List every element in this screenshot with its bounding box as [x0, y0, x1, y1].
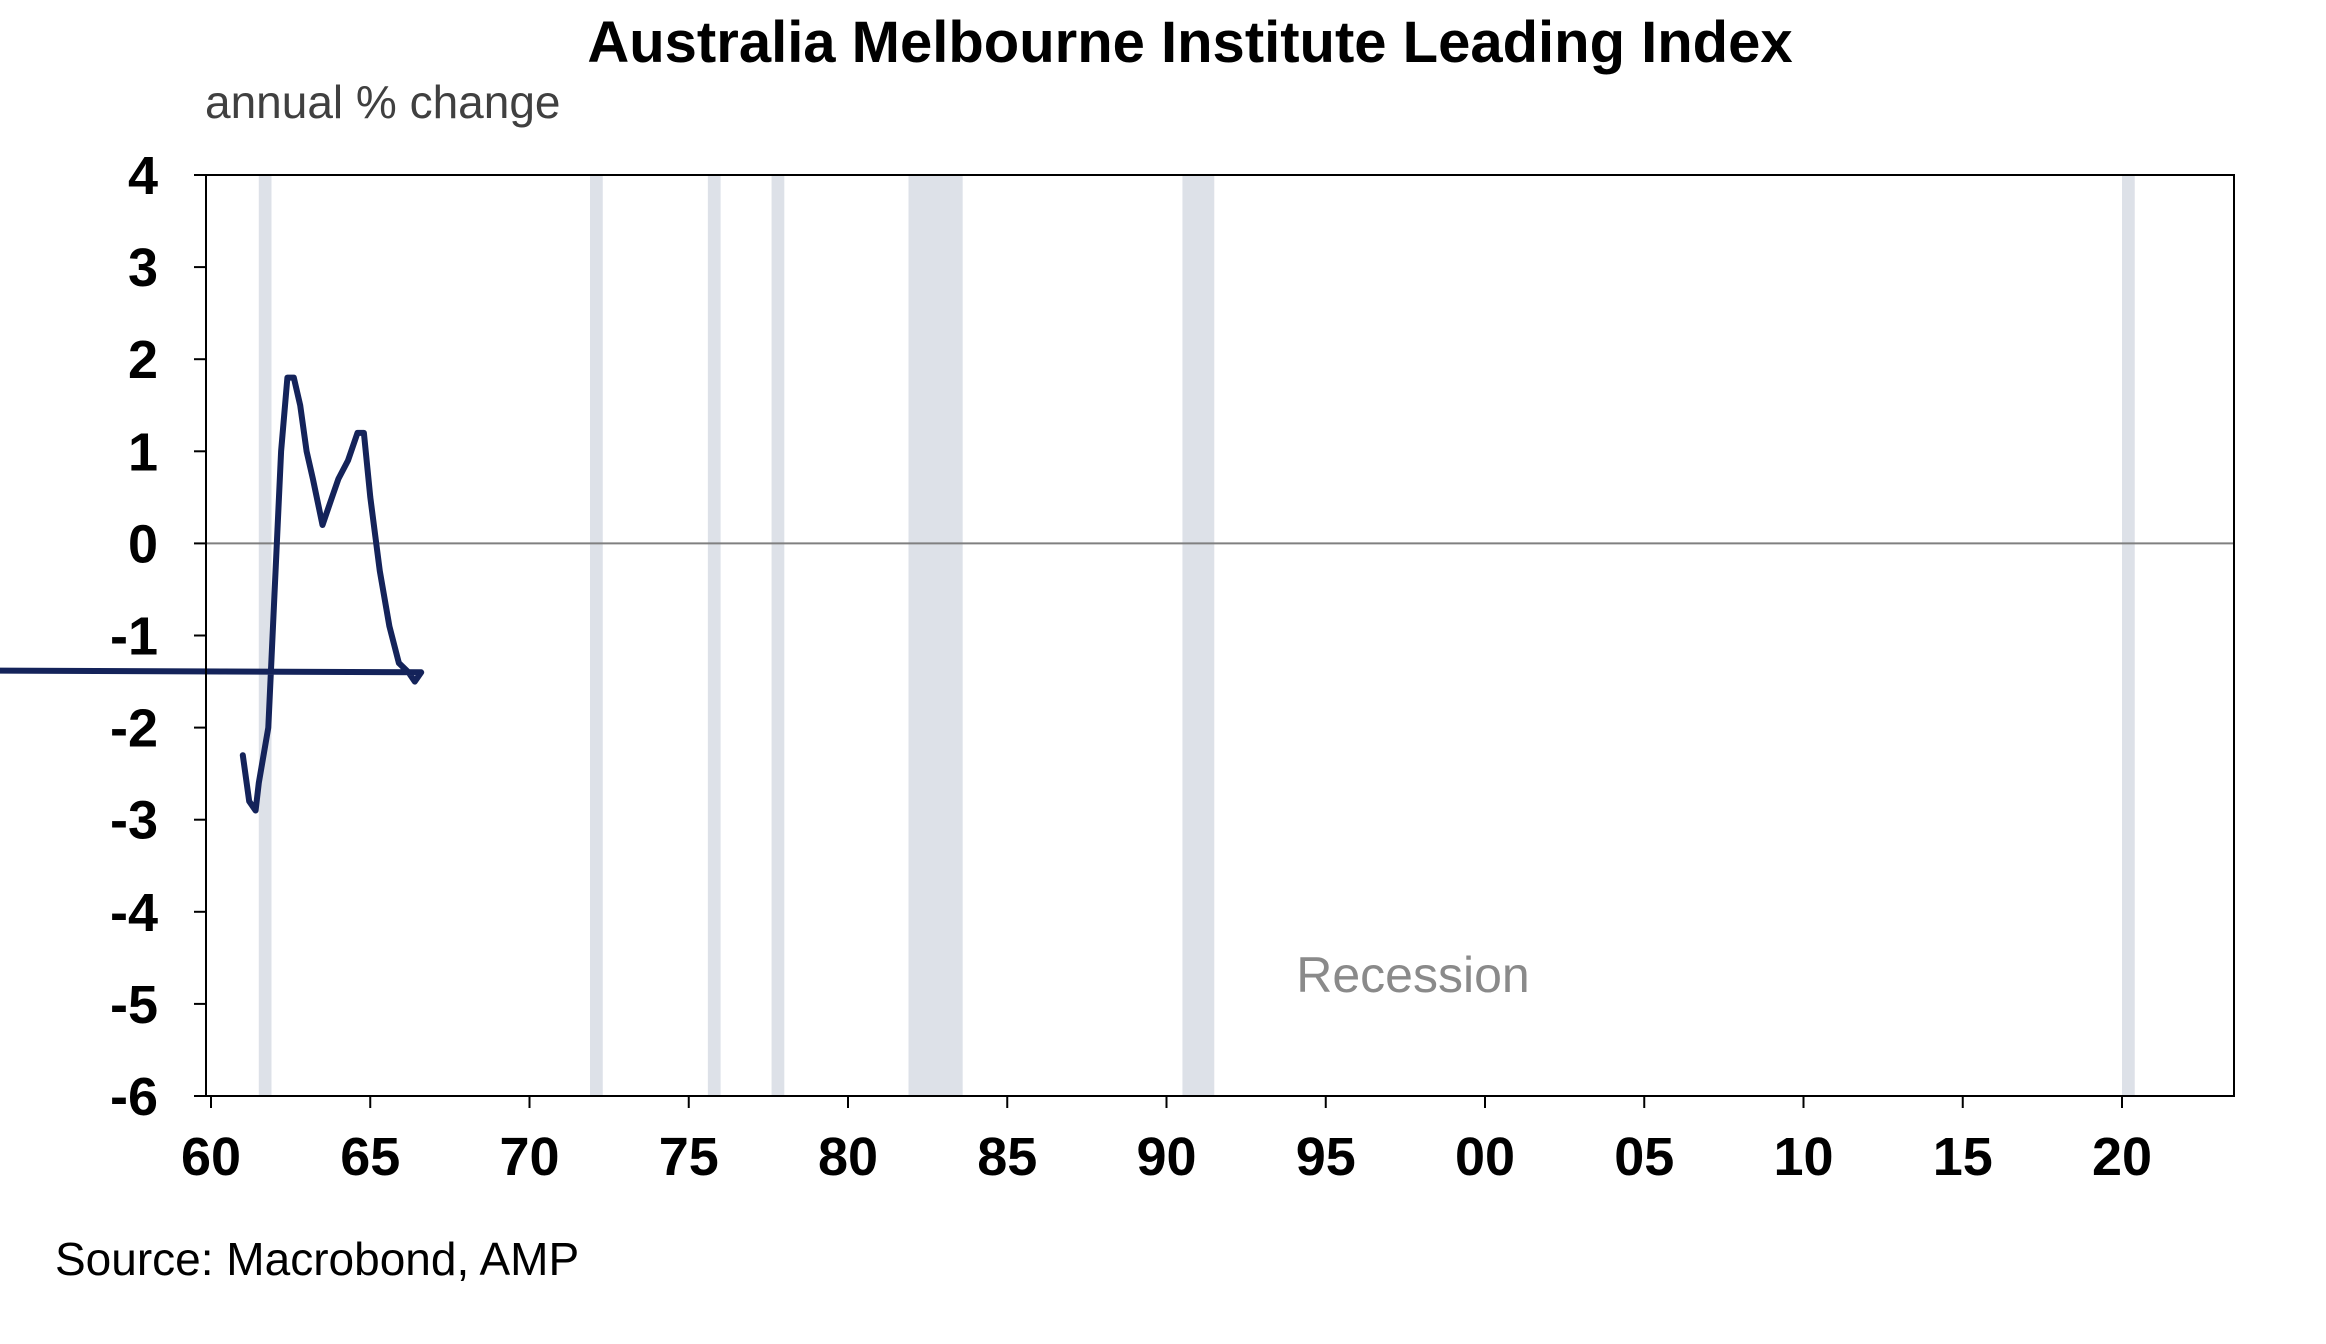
- y-tick-label: 3: [128, 238, 158, 298]
- plot-area-frame: [205, 174, 2235, 1097]
- y-tick-label: -2: [110, 699, 158, 759]
- x-tick-label: 20: [2092, 1127, 2152, 1187]
- x-tick-label: 05: [1614, 1127, 1674, 1187]
- x-tick-label: 65: [340, 1127, 400, 1187]
- x-tick-label: 15: [1933, 1127, 1993, 1187]
- x-tick-label: 95: [1296, 1127, 1356, 1187]
- chart-title: Australia Melbourne Institute Leading In…: [587, 10, 1792, 75]
- y-tick-label: 2: [128, 330, 158, 390]
- y-tick-label: -3: [110, 791, 158, 851]
- recession-band-5: [1182, 175, 1215, 1096]
- y-axis: 4 3 2 1 0 -1 -2 -3 -4 -5 -6: [110, 146, 206, 1127]
- series-group: [0, 374, 425, 814]
- x-axis: 60 65 70 75 80 85 90 95 00 05 10 15 20: [181, 1096, 2152, 1187]
- x-tick-label: 75: [659, 1127, 719, 1187]
- series-line-0: [0, 374, 425, 814]
- recession-bands: [258, 175, 2135, 1096]
- chart-subtitle: annual % change: [205, 76, 561, 128]
- x-tick-label: 00: [1455, 1127, 1515, 1187]
- y-tick-label: 4: [128, 146, 158, 206]
- recession-band-4: [908, 175, 963, 1096]
- recession-band-0: [258, 175, 272, 1096]
- y-tick-label: -4: [110, 883, 158, 943]
- x-tick-label: 70: [499, 1127, 559, 1187]
- recession-band-2: [707, 175, 721, 1096]
- recession-band-1: [590, 175, 603, 1096]
- x-tick-label: 80: [818, 1127, 878, 1187]
- source-note: Source: Macrobond, AMP: [55, 1233, 579, 1285]
- y-tick-label: -6: [110, 1067, 158, 1127]
- x-tick-label: 60: [181, 1127, 241, 1187]
- y-tick-label: -1: [110, 607, 158, 667]
- x-tick-label: 85: [977, 1127, 1037, 1187]
- y-tick-label: 0: [128, 514, 158, 574]
- x-tick-label: 90: [1136, 1127, 1196, 1187]
- recession-label: Recession: [1296, 947, 1529, 1003]
- x-tick-label: 10: [1773, 1127, 1833, 1187]
- recession-band-3: [771, 175, 785, 1096]
- y-tick-label: 1: [128, 422, 158, 482]
- y-tick-label: -5: [110, 975, 158, 1035]
- recession-band-6: [2122, 175, 2135, 1096]
